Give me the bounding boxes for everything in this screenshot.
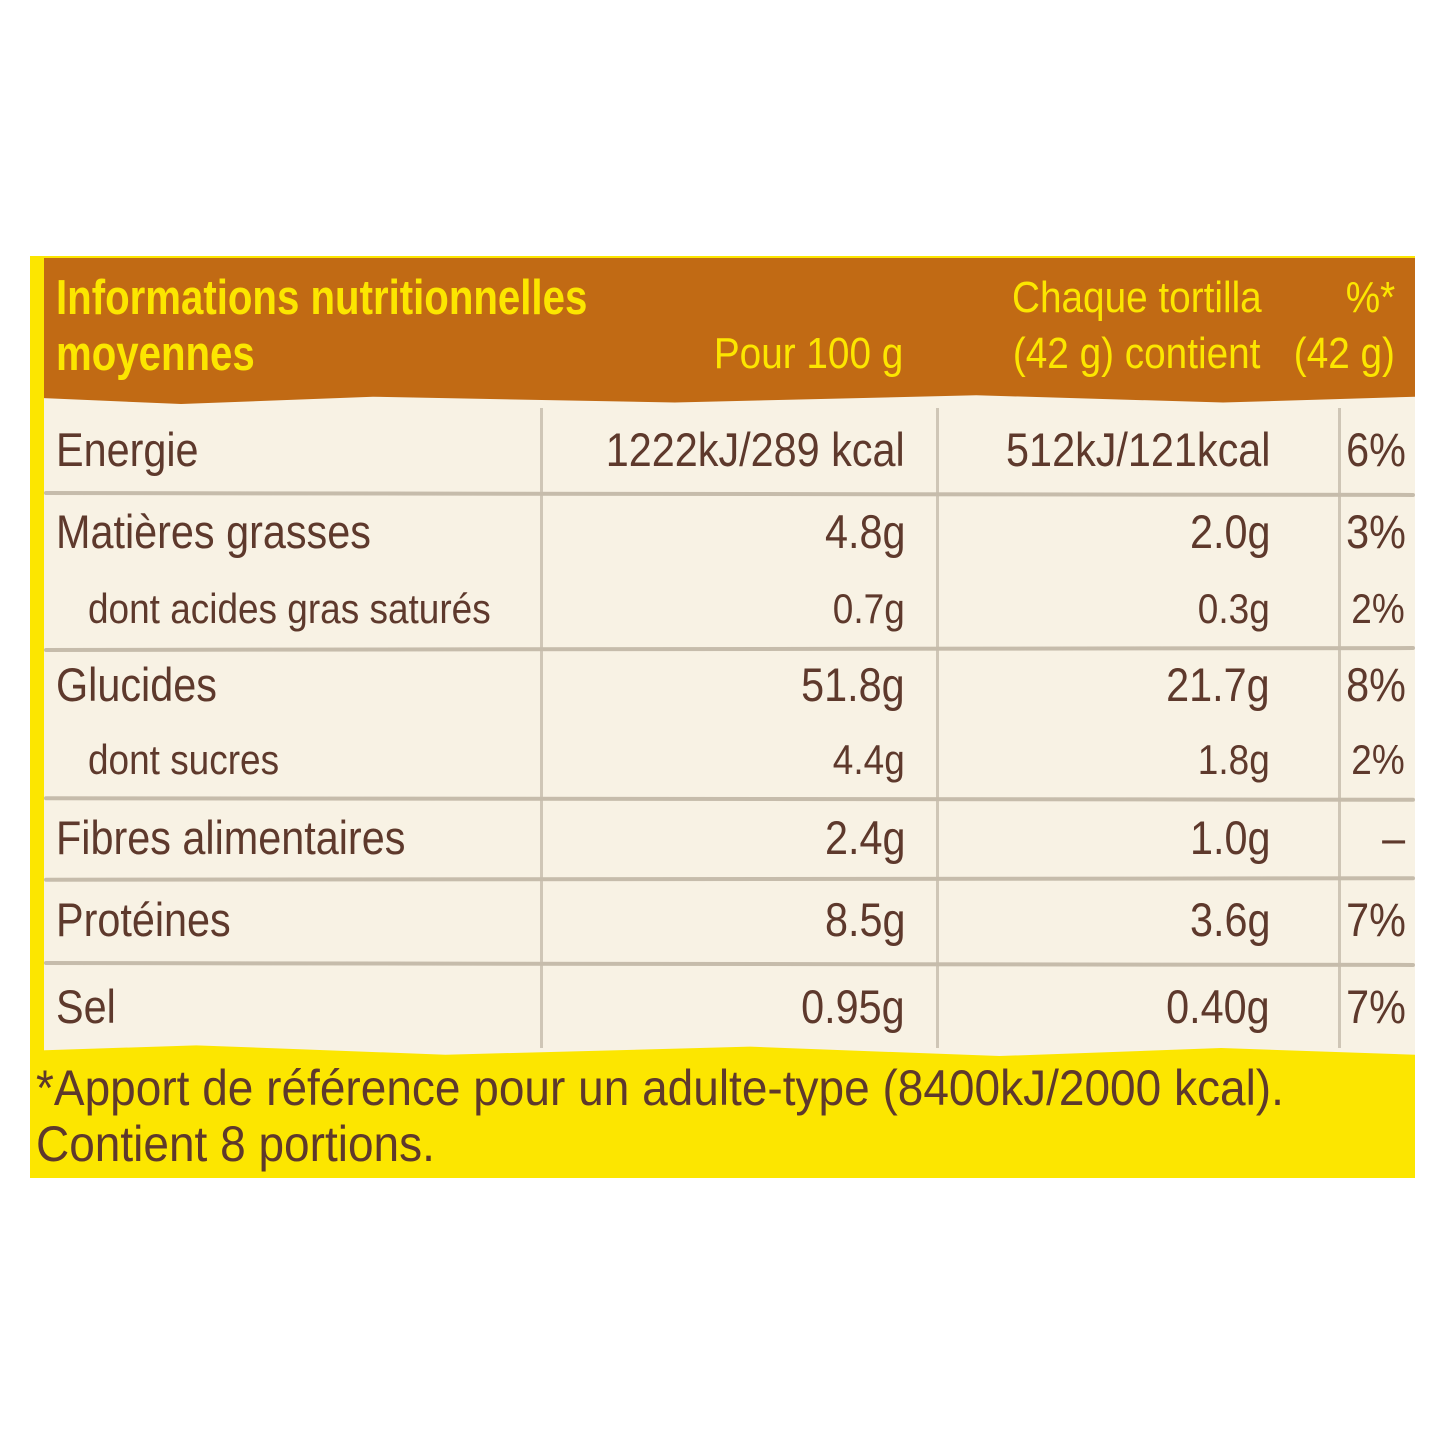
nutrient-label: Energie bbox=[56, 422, 199, 476]
value-percent-ri: 6% bbox=[1346, 422, 1406, 476]
value-per-portion: 512kJ/121kcal bbox=[1005, 422, 1270, 476]
value-per-portion: 2.0g bbox=[1189, 504, 1270, 558]
value-percent-ri: 2% bbox=[1351, 584, 1405, 632]
row-acides-gras-satures: dont acides gras saturés 0.7g 0.3g 2% bbox=[44, 570, 1415, 647]
footnote-line-2: Contient 8 portions. bbox=[36, 1116, 435, 1172]
row-energie: Energie 1222kJ/289 kcal 512kJ/121kcal 6% bbox=[44, 406, 1415, 492]
nutrient-label: Protéines bbox=[56, 893, 231, 946]
value-percent-ri: 2% bbox=[1351, 735, 1405, 783]
value-per-100g: 4.4g bbox=[833, 735, 905, 783]
value-per-portion: 3.6g bbox=[1189, 893, 1270, 946]
nutrient-label: Sel bbox=[56, 979, 116, 1033]
column-divider-1 bbox=[540, 408, 543, 1048]
footnote-line-1: *Apport de référence pour un adulte-type… bbox=[36, 1060, 1284, 1116]
value-per-portion: 0.40g bbox=[1166, 979, 1270, 1033]
nutrient-label: Glucides bbox=[56, 658, 217, 711]
table-rows: Energie 1222kJ/289 kcal 512kJ/121kcal 6%… bbox=[44, 406, 1415, 1050]
value-per-portion: 1.0g bbox=[1189, 810, 1270, 864]
nutrient-label: Fibres alimentaires bbox=[56, 810, 406, 864]
col-header-percent-line-2: (42 g) bbox=[1293, 329, 1395, 378]
value-per-portion: 21.7g bbox=[1166, 658, 1270, 711]
row-sel: Sel 0.95g 0.40g 7% bbox=[44, 962, 1415, 1050]
row-fibres: Fibres alimentaires 2.4g 1.0g – bbox=[44, 797, 1415, 877]
value-percent-ri: – bbox=[1381, 810, 1405, 864]
col-header-percent-line-1: %* bbox=[1345, 273, 1396, 322]
value-per-100g: 0.7g bbox=[833, 584, 905, 632]
value-per-100g: 0.95g bbox=[801, 979, 905, 1033]
column-divider-3 bbox=[1338, 408, 1341, 1048]
panel-title-line-1: Informations nutritionnelles bbox=[56, 271, 588, 325]
value-per-100g: 51.8g bbox=[801, 658, 905, 711]
row-glucides: Glucides 51.8g 21.7g 8% bbox=[44, 647, 1415, 722]
col-header-per-portion-line-1: Chaque tortilla bbox=[1012, 273, 1262, 322]
value-percent-ri: 3% bbox=[1346, 504, 1406, 558]
value-percent-ri: 8% bbox=[1346, 658, 1406, 711]
row-sucres: dont sucres 4.4g 1.8g 2% bbox=[44, 722, 1415, 797]
col-header-per-portion-line-2: (42 g) contient bbox=[1013, 329, 1261, 378]
nutrition-panel: Informations nutritionnelles moyennes Po… bbox=[30, 256, 1416, 1178]
table-body: Energie 1222kJ/289 kcal 512kJ/121kcal 6%… bbox=[43, 394, 1416, 1062]
value-per-portion: 1.8g bbox=[1198, 735, 1270, 783]
col-header-percent-ri: %* (42 g) bbox=[1280, 270, 1395, 382]
column-divider-2 bbox=[936, 408, 939, 1048]
value-per-100g: 2.4g bbox=[824, 810, 905, 864]
value-per-100g: 4.8g bbox=[824, 504, 905, 558]
value-per-100g: 1222kJ/289 kcal bbox=[606, 422, 905, 476]
footnote: *Apport de référence pour un adulte-type… bbox=[30, 1045, 1415, 1178]
nutrient-label: dont acides gras saturés bbox=[88, 584, 491, 632]
panel-title: Informations nutritionnelles moyennes bbox=[56, 270, 704, 382]
col-header-per-100g: Pour 100 g bbox=[713, 329, 903, 378]
nutrient-label: Matières grasses bbox=[56, 504, 371, 558]
value-percent-ri: 7% bbox=[1346, 979, 1406, 1033]
col-header-per-portion: Chaque tortilla (42 g) contient bbox=[936, 270, 1338, 382]
nutrient-label: dont sucres bbox=[88, 735, 280, 783]
panel-title-line-2: moyennes bbox=[56, 327, 255, 381]
value-per-portion: 0.3g bbox=[1198, 584, 1270, 632]
table-header: Informations nutritionnelles moyennes Po… bbox=[44, 258, 1415, 404]
row-proteines: Protéines 8.5g 3.6g 7% bbox=[44, 877, 1415, 962]
value-per-100g: 8.5g bbox=[824, 893, 905, 946]
row-matieres-grasses: Matières grasses 4.8g 2.0g 3% bbox=[44, 492, 1415, 570]
value-percent-ri: 7% bbox=[1346, 893, 1406, 946]
